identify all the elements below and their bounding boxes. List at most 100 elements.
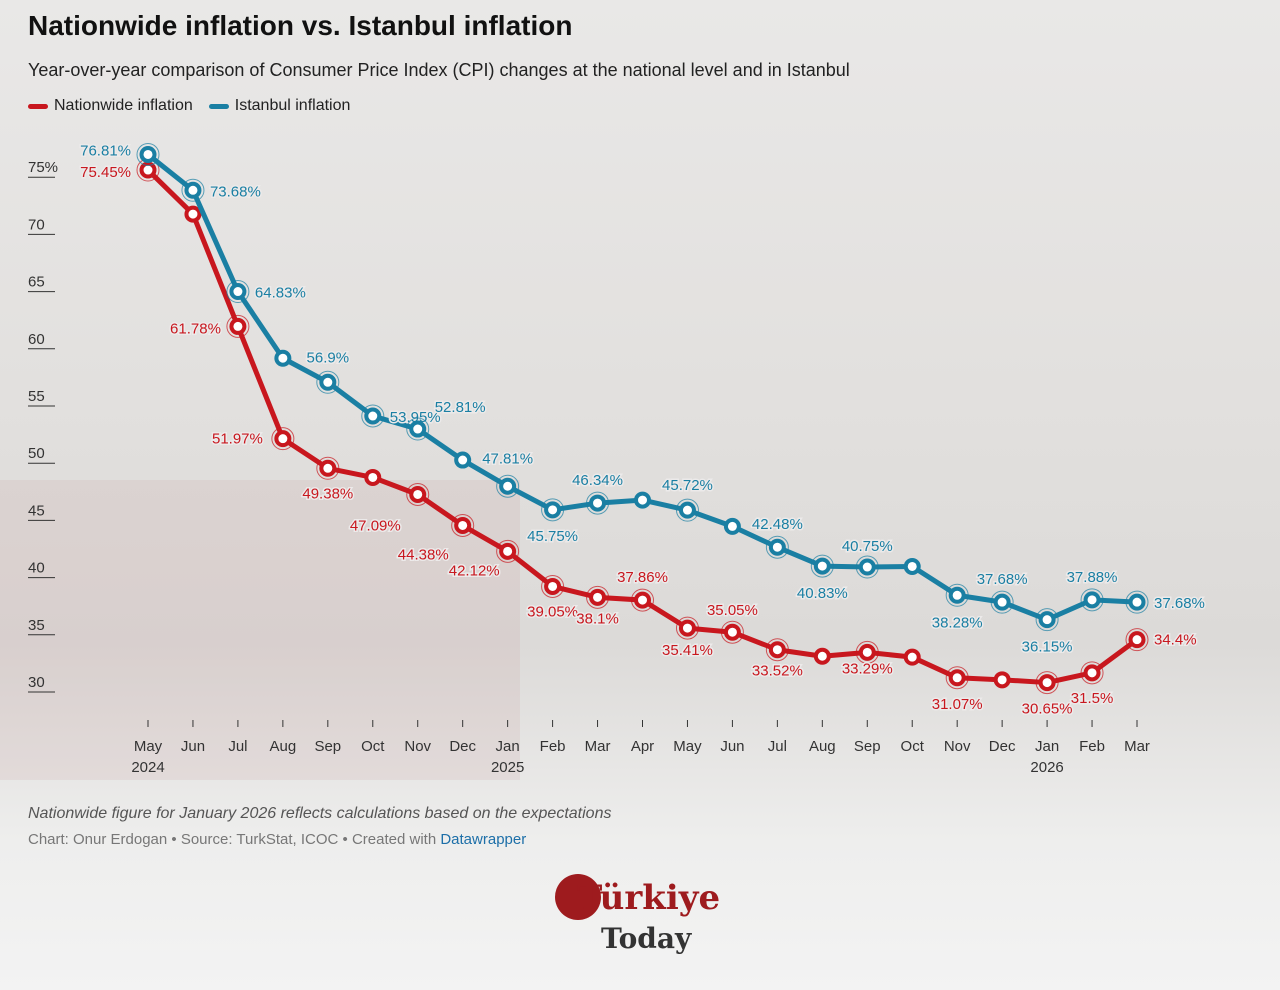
data-point	[544, 501, 562, 519]
point-halo	[271, 427, 295, 451]
datawrapper-link[interactable]: Datawrapper	[440, 831, 527, 848]
data-point	[499, 477, 517, 495]
x-tick-label: Jan	[496, 738, 520, 755]
data-point	[229, 317, 247, 335]
x-tick-label: Mar	[585, 738, 611, 755]
point-halo	[765, 535, 789, 559]
x-tick-label: Apr	[631, 738, 654, 755]
data-point	[948, 586, 966, 604]
data-label: 64.83%	[255, 285, 306, 302]
x-tick-label: Sep	[854, 738, 881, 755]
y-tick-label: 60	[28, 331, 45, 348]
data-label: 33.52%	[752, 663, 803, 680]
logo-line1: Türkiye	[577, 878, 721, 918]
legend: Nationwide inflation Istanbul inflation	[28, 97, 350, 115]
point-halo	[586, 585, 610, 609]
logo-circle	[555, 874, 601, 920]
x-year-label: 2025	[491, 759, 524, 776]
point-halo	[1125, 590, 1149, 614]
data-label: 38.28%	[932, 614, 983, 631]
data-point	[1128, 631, 1146, 649]
point-halo	[541, 498, 565, 522]
data-point	[723, 517, 741, 535]
x-tick-label: Feb	[1079, 738, 1105, 755]
x-tick-label: Jan	[1035, 738, 1059, 755]
data-label: 35.05%	[707, 602, 758, 619]
x-year-label: 2024	[131, 759, 164, 776]
point-halo	[181, 178, 205, 202]
data-point	[319, 459, 337, 477]
point-halo	[136, 142, 160, 166]
data-label: 44.38%	[398, 546, 449, 563]
y-tick-label: 75%	[28, 159, 58, 176]
data-point	[678, 619, 696, 637]
data-point	[184, 205, 202, 223]
data-label: 31.5%	[1071, 690, 1114, 707]
y-tick-label: 70	[28, 216, 45, 233]
background-photo	[0, 480, 520, 780]
data-label: 42.48%	[752, 516, 803, 533]
x-tick-label: Mar	[1124, 738, 1150, 755]
data-point	[364, 407, 382, 425]
data-point	[139, 145, 157, 163]
data-label: 73.68%	[210, 183, 261, 200]
point-halo	[720, 620, 744, 644]
point-halo	[990, 590, 1014, 614]
x-tick-label: May	[134, 738, 163, 755]
data-point	[993, 593, 1011, 611]
logo-line2: Today	[601, 922, 692, 955]
credit-text: Chart: Onur Erdogan • Source: TurkStat, …	[28, 831, 441, 848]
data-point	[768, 641, 786, 659]
point-halo	[226, 280, 250, 304]
data-point	[768, 538, 786, 556]
data-point	[409, 485, 427, 503]
data-label: 49.38%	[302, 485, 353, 502]
point-halo	[1035, 608, 1059, 632]
data-point	[544, 577, 562, 595]
x-tick-label: May	[673, 738, 702, 755]
data-point	[229, 283, 247, 301]
data-label: 75.45%	[80, 164, 131, 181]
data-label: 40.75%	[842, 538, 893, 555]
data-point	[454, 516, 472, 534]
data-point	[858, 558, 876, 576]
y-tick-label: 50	[28, 445, 45, 462]
y-tick-label: 65	[28, 274, 45, 291]
chart-title: Nationwide inflation vs. Istanbul inflat…	[28, 10, 573, 41]
data-point	[1083, 591, 1101, 609]
data-point	[589, 588, 607, 606]
data-label: 37.68%	[977, 571, 1028, 588]
data-label: 51.97%	[212, 431, 263, 448]
data-label: 37.86%	[617, 569, 668, 586]
legend-label: Istanbul inflation	[234, 97, 351, 114]
data-label: 46.34%	[572, 472, 623, 489]
data-point	[903, 648, 921, 666]
y-tick-label: 40	[28, 560, 45, 577]
y-tick-label: 55	[28, 388, 45, 405]
data-point	[813, 647, 831, 665]
data-point	[1128, 593, 1146, 611]
data-point	[858, 643, 876, 661]
data-point	[1038, 674, 1056, 692]
x-tick-label: Dec	[989, 738, 1016, 755]
point-halo	[451, 513, 475, 537]
data-point	[1038, 611, 1056, 629]
data-label: 36.15%	[1022, 639, 1073, 656]
data-label: 56.9%	[307, 349, 350, 366]
data-point	[723, 623, 741, 641]
data-label: 40.83%	[797, 585, 848, 602]
data-label: 45.75%	[527, 528, 578, 545]
point-halo	[1080, 588, 1104, 612]
point-halo	[675, 498, 699, 522]
turkiye-today-logo: Türkiye Today	[555, 872, 730, 962]
point-halo	[631, 588, 654, 612]
x-tick-label: Oct	[901, 738, 925, 755]
data-point	[634, 491, 651, 509]
y-tick-label: 35	[28, 617, 45, 634]
point-halo	[945, 666, 969, 690]
point-halo	[855, 640, 879, 664]
chart-note: Nationwide figure for January 2026 refle…	[28, 805, 612, 822]
point-halo	[675, 616, 699, 640]
data-point	[139, 161, 157, 179]
point-halo	[945, 583, 969, 607]
